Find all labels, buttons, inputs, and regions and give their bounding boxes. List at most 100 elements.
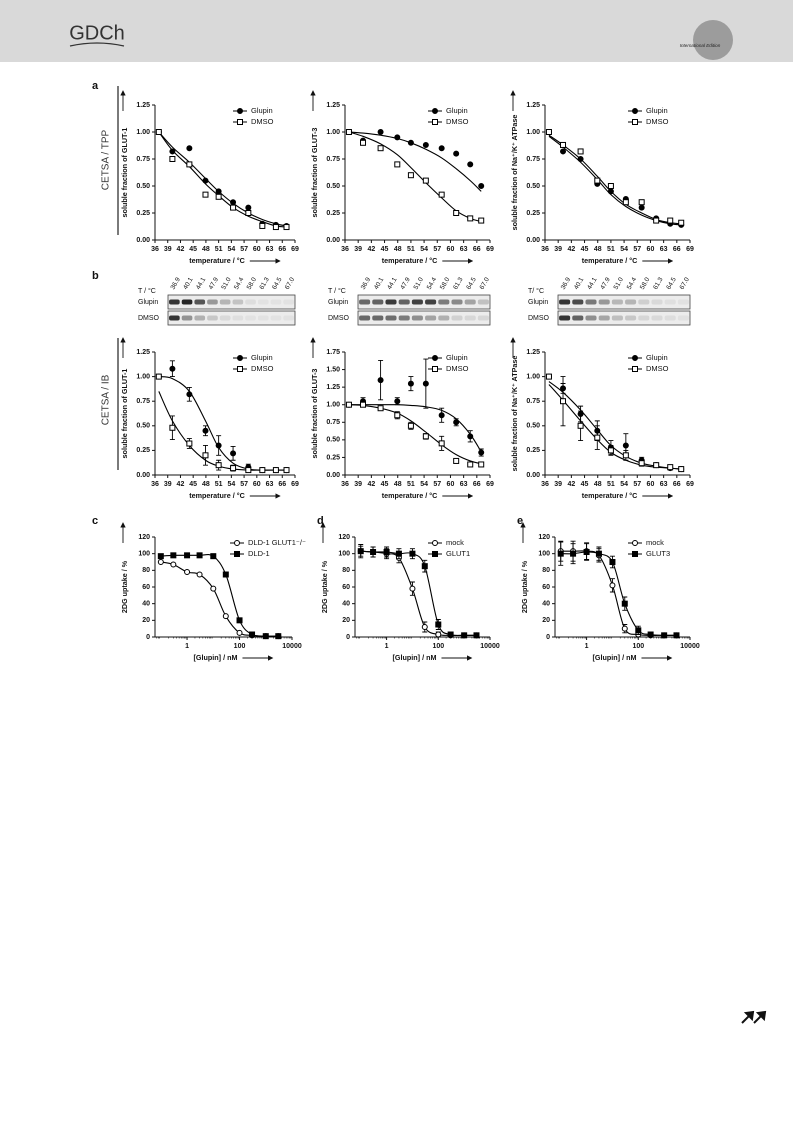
x-tick-label: 66: [278, 246, 286, 253]
data-point: [407, 380, 414, 387]
data-point: [259, 222, 266, 229]
blot-row-label: DMSO: [328, 315, 350, 322]
data-point: [435, 621, 442, 628]
blot-band: [181, 315, 193, 321]
data-point: [230, 450, 237, 457]
data-point: [407, 422, 414, 429]
blot-band: [425, 315, 437, 321]
y-tick-label: 0.50: [326, 437, 340, 444]
x-tick-label: 57: [240, 481, 248, 488]
logo: GDCh: [69, 22, 125, 44]
data-point: [275, 633, 282, 640]
x-tick-label: 57: [433, 246, 441, 253]
lane-label: 36.9: [360, 276, 373, 291]
data-point: [222, 613, 229, 620]
panel-label: e: [517, 515, 523, 527]
legend-label: GLUT1: [446, 549, 470, 558]
x-tick-label: 45: [189, 246, 197, 253]
x-tick-label: 57: [633, 246, 641, 253]
chart: 0.00 0.25 0.50 0.75 1.00 1.25 36 39 42 45 48 51 54 57…: [510, 337, 694, 500]
x-tick-label: 63: [266, 246, 274, 253]
legend-marker: [632, 551, 638, 557]
x-tick-label: 66: [673, 246, 681, 253]
x-tick-label: 42: [567, 246, 575, 253]
fit-curve: [158, 131, 287, 227]
blot-band: [425, 299, 437, 305]
y-tick-label: 0: [346, 634, 350, 641]
x-tick-label: 45: [581, 481, 589, 488]
y-tick-label: 1.75: [326, 349, 340, 356]
data-point: [621, 600, 628, 607]
data-point: [245, 467, 252, 474]
chart: 0 20 40 60 80 100 120 1 100 10000 [Glupin] / nM 2DG…: [320, 522, 500, 662]
x-tick-label: 63: [660, 481, 668, 488]
blot-band: [283, 299, 294, 305]
fit-curve: [560, 550, 677, 636]
blot-row-label: DMSO: [138, 315, 160, 322]
blot-band: [411, 299, 423, 305]
data-point: [345, 401, 352, 408]
y-tick-label: 80: [342, 567, 350, 574]
legend-marker: [632, 366, 638, 372]
blot-band: [270, 299, 282, 305]
y-tick-label: 100: [538, 551, 550, 558]
y-tick-label: 20: [342, 617, 350, 624]
chart: 0.00 0.25 0.50 0.75 1.00 1.25 36 39 42 45 48 51 54 57…: [120, 337, 299, 500]
data-point: [638, 199, 645, 206]
x-tick-label: 66: [278, 481, 286, 488]
data-point: [478, 217, 485, 224]
blot-band: [572, 299, 584, 305]
panel-label: a: [92, 80, 99, 92]
lane-label: 51.0: [613, 276, 626, 291]
y-axis-label: 2DG uptake / %: [120, 560, 129, 613]
data-point: [230, 465, 237, 472]
legend-marker: [237, 355, 243, 361]
fit-curve: [348, 131, 482, 192]
data-point: [583, 549, 590, 555]
data-point: [653, 217, 660, 224]
y-tick-label: 0.75: [326, 156, 340, 163]
y-tick-label: 0.00: [136, 237, 150, 244]
data-point: [357, 548, 364, 555]
x-tick-label: 1: [385, 643, 389, 650]
blot-band: [438, 315, 450, 321]
blot-band: [385, 315, 397, 321]
data-point: [447, 631, 454, 638]
data-point: [230, 204, 237, 211]
data-point: [438, 191, 445, 198]
y-tick-label: 0.50: [526, 183, 540, 190]
y-axis-label: soluble fraction of GLUT-1: [120, 369, 129, 459]
y-tick-label: 0.75: [136, 156, 150, 163]
data-point: [453, 150, 460, 157]
y-tick-label: 0.75: [526, 398, 540, 405]
data-point: [215, 442, 222, 449]
y-tick-label: 120: [538, 534, 550, 541]
y-axis-label: soluble fraction of Na⁺/K⁺ ATPase: [510, 115, 519, 231]
blot-band: [245, 315, 256, 321]
fit-curve: [548, 381, 682, 470]
data-point: [272, 467, 279, 474]
blot-band: [411, 315, 423, 321]
data-point: [545, 129, 552, 135]
data-point: [202, 452, 209, 459]
data-point: [377, 129, 384, 135]
x-tick-label: 36: [341, 481, 349, 488]
lane-label: 40.1: [182, 276, 195, 291]
blot-band: [169, 299, 180, 305]
blot-band: [438, 299, 450, 305]
data-point: [453, 210, 460, 216]
data-point: [236, 629, 243, 636]
chart: 0 20 40 60 80 100 120 1 100 10000 [Glupin] / nM 2DG…: [120, 522, 306, 662]
y-tick-label: 0.50: [526, 423, 540, 430]
blot-band: [232, 299, 244, 305]
x-tick-label: 100: [432, 643, 444, 650]
x-tick-label: 51: [407, 246, 415, 253]
data-point: [594, 177, 601, 184]
blot-band: [477, 315, 489, 321]
logo-swoosh: [69, 42, 125, 47]
x-tick-label: 69: [291, 481, 299, 488]
x-tick-label: 57: [633, 481, 641, 488]
y-tick-label: 0.50: [136, 423, 150, 430]
data-point: [394, 398, 401, 405]
y-tick-label: 80: [142, 567, 150, 574]
